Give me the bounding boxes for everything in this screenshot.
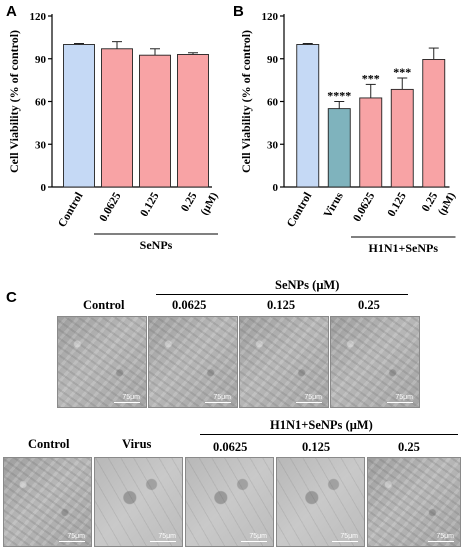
bar: [327, 108, 351, 188]
chart-a: Cell Viability (% of control) 0 30 60 90 120 C…: [7, 11, 221, 252]
scale-bar: 75μm: [296, 392, 322, 403]
micrograph-row2-virus: 75μm: [94, 457, 183, 547]
row1-label-0.0625: 0.0625: [172, 298, 207, 312]
y-tick-label: 120: [30, 11, 47, 23]
micrograph-row1-0.25: 75μm: [330, 316, 420, 408]
bar: [177, 54, 209, 188]
bar: [296, 44, 320, 188]
bar: [422, 59, 446, 188]
row1-label-control: Control: [83, 298, 125, 312]
panel-label-a: A: [6, 3, 17, 20]
row1-label-0.125: 0.125: [267, 298, 296, 312]
scale-bar: 75μm: [332, 531, 358, 542]
x-tick-label: Control: [285, 191, 314, 230]
micrograph-row2-0.25: 75μm: [367, 457, 461, 547]
x-tick-label: Virus: [322, 190, 346, 220]
panel-label-b: B: [233, 3, 244, 20]
unit-label: (μM): [436, 190, 459, 217]
micrograph-row1-0.125: 75μm: [239, 316, 329, 408]
chart-b: Cell Viability (% of control) 0 30 60 90 120 C…: [239, 11, 459, 255]
micrograph-row1-0.0625: 75μm: [148, 316, 238, 408]
panel-label-c: C: [6, 289, 17, 306]
x-tick-label: 0.0625: [351, 190, 377, 224]
scale-bar: 75μm: [59, 531, 85, 542]
row2-label-0.25: 0.25: [398, 440, 420, 454]
row1-label-0.25: 0.25: [358, 298, 380, 312]
x-tick-label: 0.25: [179, 190, 200, 214]
y-axis-label: Cell Viability (% of control): [7, 30, 21, 173]
y-tick-label: 30: [35, 139, 47, 151]
y-axis-label: Cell Viability (% of control): [239, 30, 253, 173]
bar: [359, 97, 383, 188]
x-tick-label: 0.125: [138, 190, 161, 219]
y-tick-label: 30: [267, 139, 279, 151]
bar: [139, 54, 171, 188]
row1-group-line: [156, 294, 408, 295]
row2-group-label: H1N1+SeNPs (μM): [270, 418, 373, 432]
y-tick-label: 90: [35, 54, 47, 66]
scale-bar: 75μm: [150, 531, 176, 542]
y-tick-label: 0: [41, 182, 47, 194]
group-label: SeNPs: [140, 238, 173, 252]
scale-bar: 75μm: [205, 392, 231, 403]
scale-bar: 75μm: [241, 531, 267, 542]
significance-marker: ***: [393, 65, 411, 79]
x-tick-label: 0.125: [386, 190, 409, 219]
row2-label-control: Control: [28, 437, 70, 451]
micrograph-row2-0.125: 75μm: [276, 457, 365, 547]
micrograph-row2-0.0625: 75μm: [185, 457, 274, 547]
scale-bar: 75μm: [428, 531, 454, 542]
scale-bar: 75μm: [387, 392, 413, 403]
row2-label-0.125: 0.125: [302, 440, 331, 454]
y-tick-label: 0: [273, 182, 279, 194]
micrograph-row2-control: 75μm: [3, 457, 92, 547]
row1-group-label: SeNPs (μM): [275, 278, 340, 292]
x-tick-label: 0.0625: [97, 190, 123, 224]
row2-group-line: [200, 434, 458, 435]
row2-label-virus: Virus: [122, 437, 152, 451]
y-tick-label: 60: [267, 97, 279, 109]
micrograph-row1-control: 75μm: [57, 316, 147, 408]
row2-label-0.0625: 0.0625: [213, 440, 248, 454]
bar: [101, 48, 133, 188]
y-tick-label: 60: [35, 97, 47, 109]
y-tick-label: 120: [262, 11, 279, 23]
scale-bar: 75μm: [114, 392, 140, 403]
significance-marker: ****: [327, 89, 351, 103]
group-label: H1N1+SeNPs: [368, 241, 438, 255]
y-tick-label: 90: [267, 54, 279, 66]
significance-marker: ***: [362, 71, 380, 85]
x-tick-label: Control: [56, 191, 85, 230]
bar: [63, 44, 95, 188]
unit-label: (μM): [198, 190, 221, 217]
bar: [390, 88, 414, 188]
